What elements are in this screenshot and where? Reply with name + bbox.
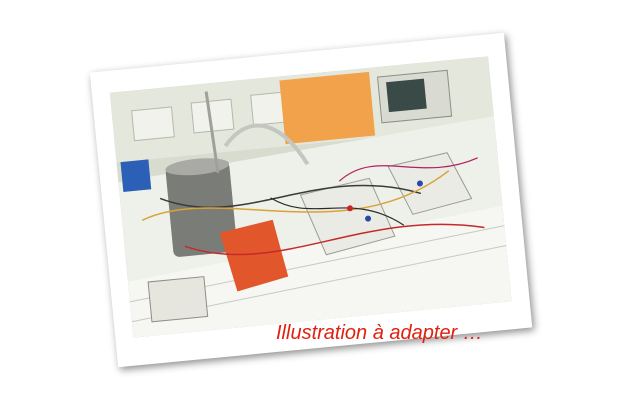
photo-frame — [89, 32, 533, 368]
lab-bench-photo — [109, 56, 512, 338]
lab-bench-photo-icon — [109, 56, 512, 338]
caption-text: Illustration à adapter … — [276, 322, 483, 344]
